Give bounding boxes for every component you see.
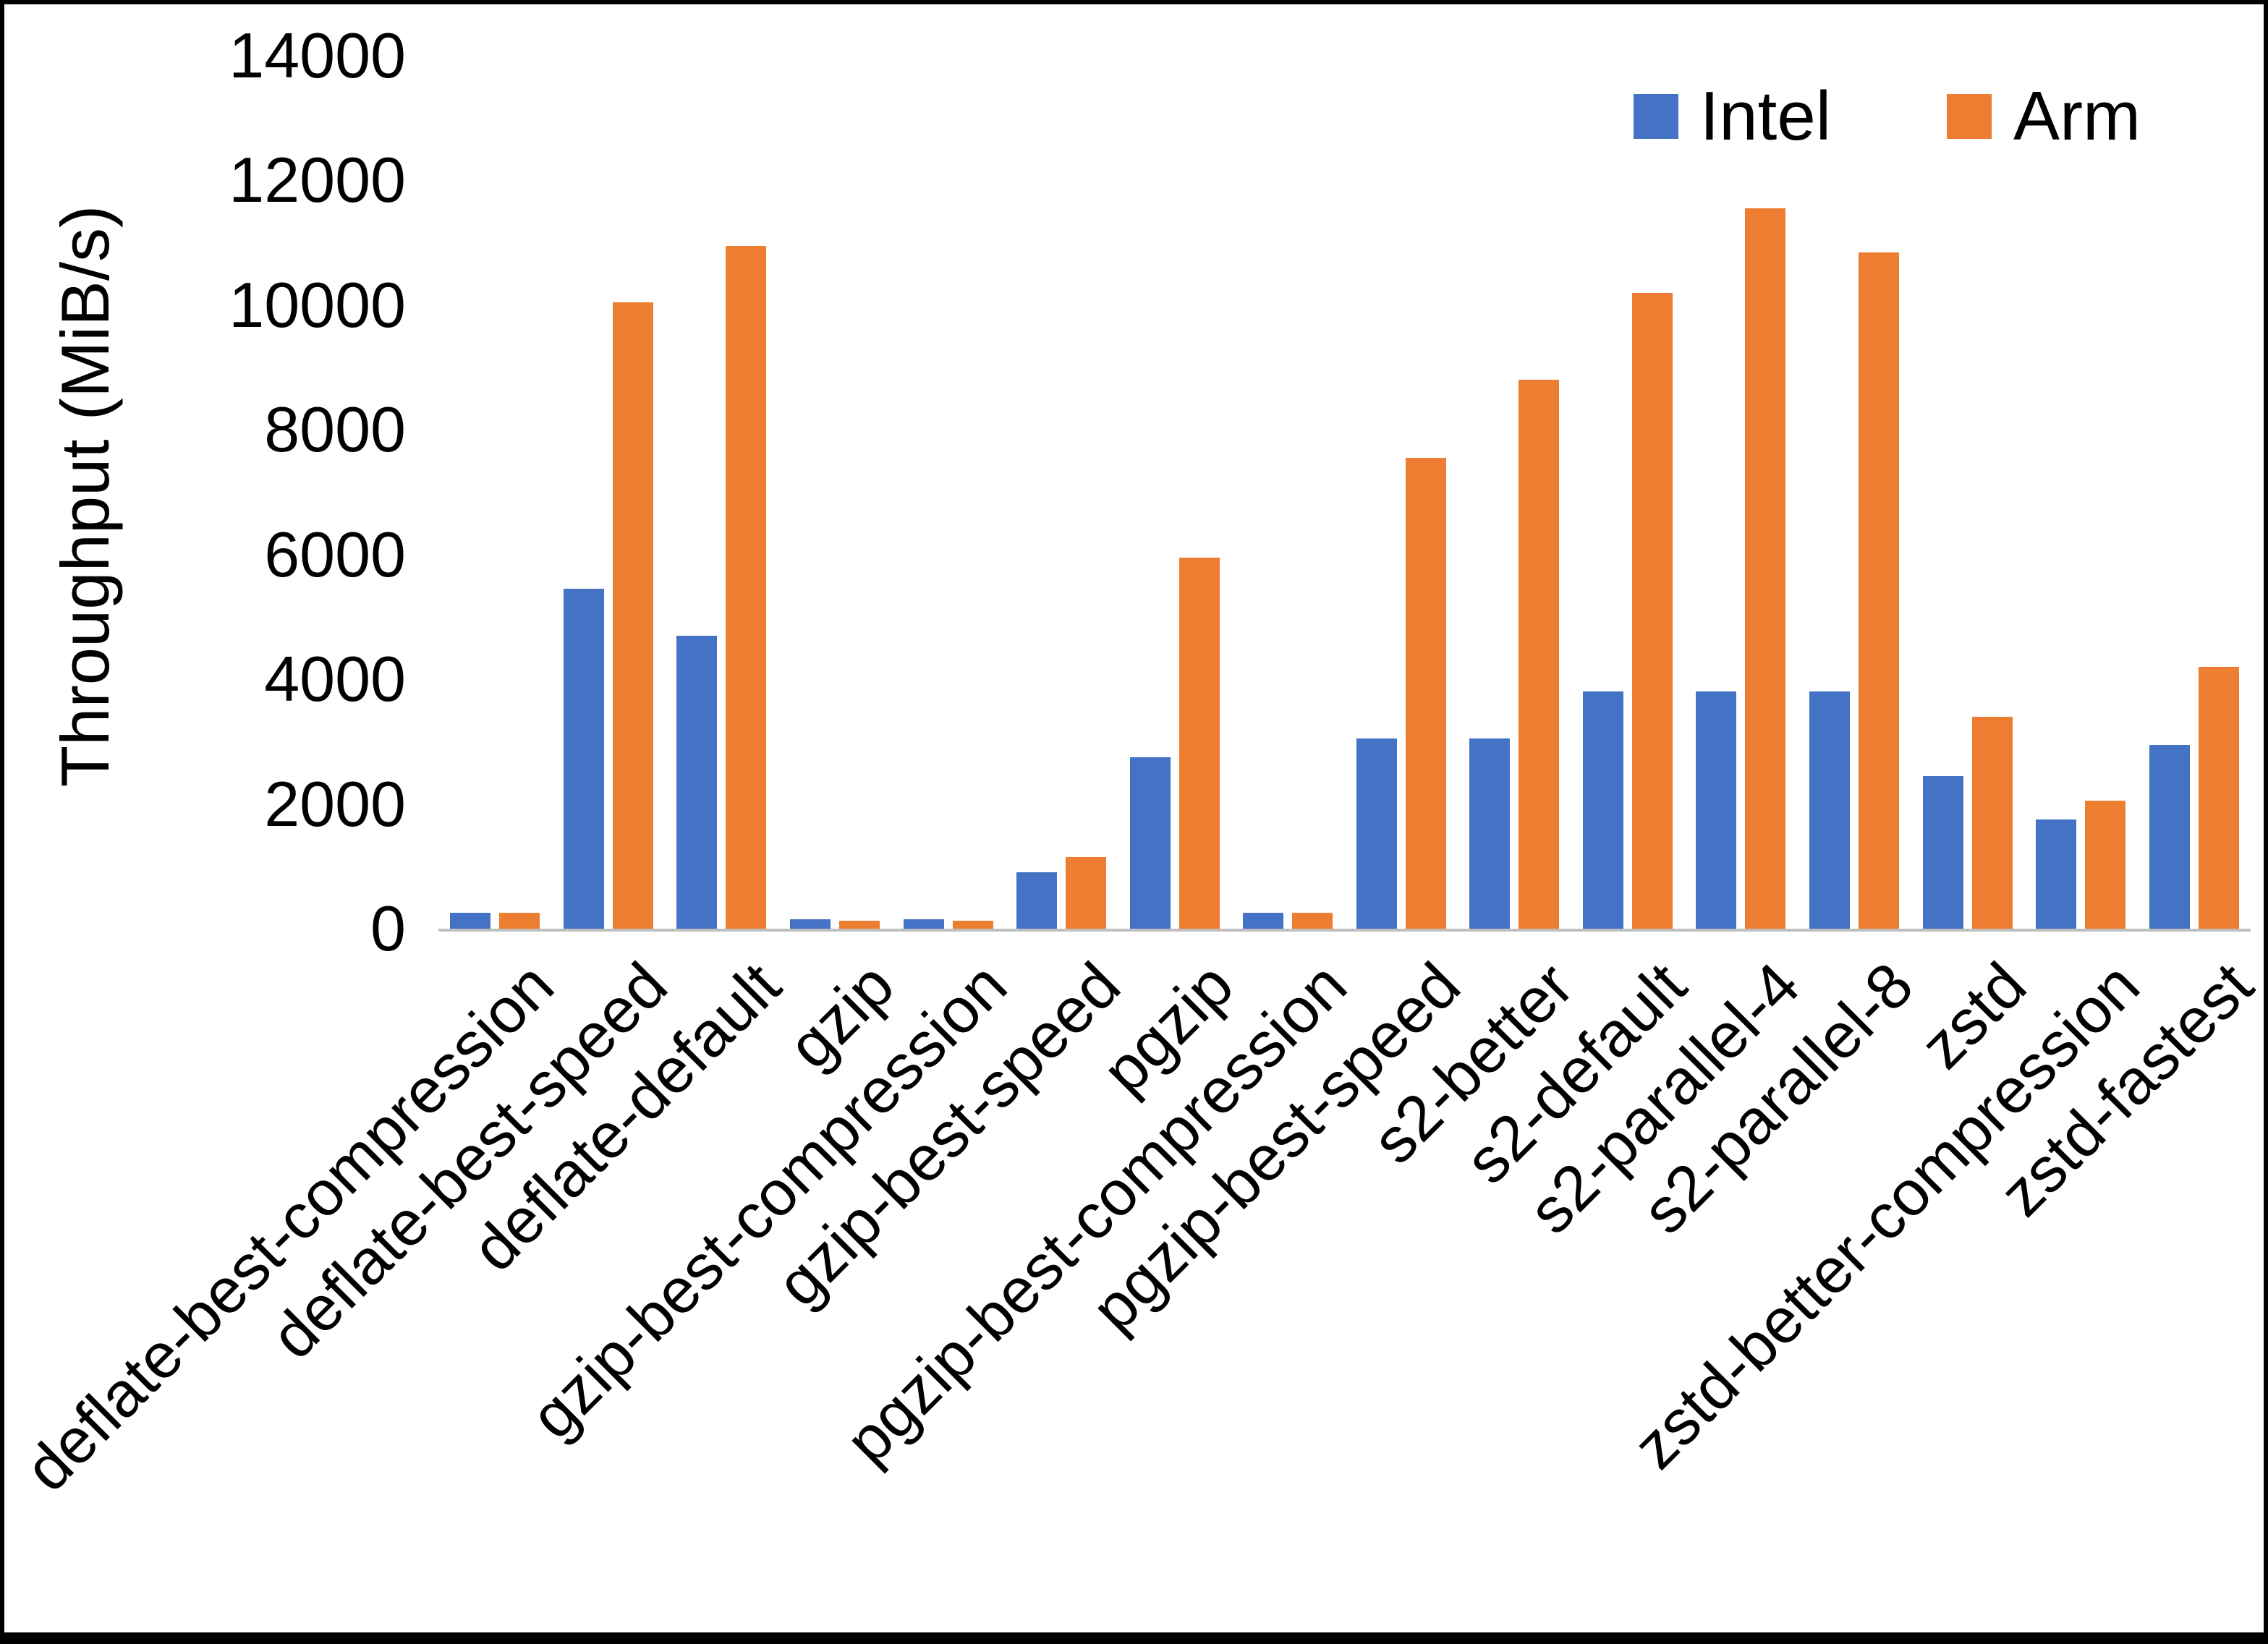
y-axis-title: Throughput (MiB/s) <box>47 205 123 788</box>
bar-intel-gzip-best-speed <box>1016 872 1058 929</box>
y-axis-tick-label: 0 <box>370 893 406 964</box>
bar-arm-deflate-best-compression <box>499 913 540 929</box>
bar-intel-deflate-best-speed <box>563 589 604 929</box>
bar-arm-s2-parallel-8 <box>1859 252 1900 929</box>
y-axis-tick-label: 14000 <box>229 20 406 91</box>
legend-swatch-arm <box>1947 94 1992 139</box>
y-axis-tick-label: 2000 <box>264 767 406 840</box>
legend-item-arm: Arm <box>1947 77 2141 156</box>
bar-arm-gzip-best-speed <box>1066 856 1107 929</box>
bar-intel-zstd-better-compression <box>2036 819 2077 929</box>
legend-item-intel: Intel <box>1633 77 1832 156</box>
y-axis-tick-label: 10000 <box>229 268 406 341</box>
legend-swatch-intel <box>1633 94 1678 139</box>
bar-arm-gzip-best-compression <box>952 920 993 929</box>
bar-intel-s2-parallel-4 <box>1696 691 1737 929</box>
bar-arm-pgzip <box>1178 558 1220 929</box>
bar-arm-deflate-default <box>726 245 767 929</box>
bar-arm-zstd-fastest <box>2198 666 2239 929</box>
bar-intel-gzip-best-compression <box>903 919 944 929</box>
bar-intel-zstd-fastest <box>2149 744 2190 929</box>
bar-arm-pgzip-best-speed <box>1405 458 1446 929</box>
y-axis-tick-label: 4000 <box>264 643 406 715</box>
bar-arm-deflate-best-speed <box>612 302 653 929</box>
bar-intel-deflate-best-compression <box>450 913 491 929</box>
bar-intel-s2-parallel-8 <box>1809 691 1851 929</box>
legend-label: Intel <box>1699 77 1832 155</box>
bar-arm-s2-better <box>1519 380 1560 929</box>
bar-intel-gzip <box>789 919 831 929</box>
bar-intel-s2-better <box>1469 738 1511 929</box>
bar-arm-s2-parallel-4 <box>1745 208 1786 929</box>
bar-intel-pgzip-best-compression <box>1243 913 1284 929</box>
bar-arm-zstd <box>1971 716 2013 929</box>
bar-chart-plot-area: 0 2000 4000 6000 8000 10000 12000 14000 deflate-… <box>4 4 2264 1632</box>
y-axis-tick-label: 12000 <box>229 144 406 216</box>
x-axis-line <box>438 929 2251 932</box>
bar-intel-deflate-default <box>676 635 718 929</box>
y-axis-tick-label: 8000 <box>264 393 406 466</box>
bar-intel-pgzip-best-speed <box>1356 738 1397 929</box>
y-axis-tick-label: 6000 <box>264 518 406 590</box>
legend-label: Arm <box>2013 77 2141 155</box>
bar-intel-s2-default <box>1582 691 1623 929</box>
bar-arm-pgzip-best-compression <box>1292 913 1333 929</box>
bar-intel-zstd <box>1922 775 1963 929</box>
chart-legend: Intel Arm <box>1633 77 2141 156</box>
bar-arm-zstd-better-compression <box>2085 801 2126 929</box>
bar-arm-s2-default <box>1631 292 1673 929</box>
bar-arm-gzip <box>838 920 880 929</box>
bar-intel-pgzip <box>1129 757 1171 929</box>
